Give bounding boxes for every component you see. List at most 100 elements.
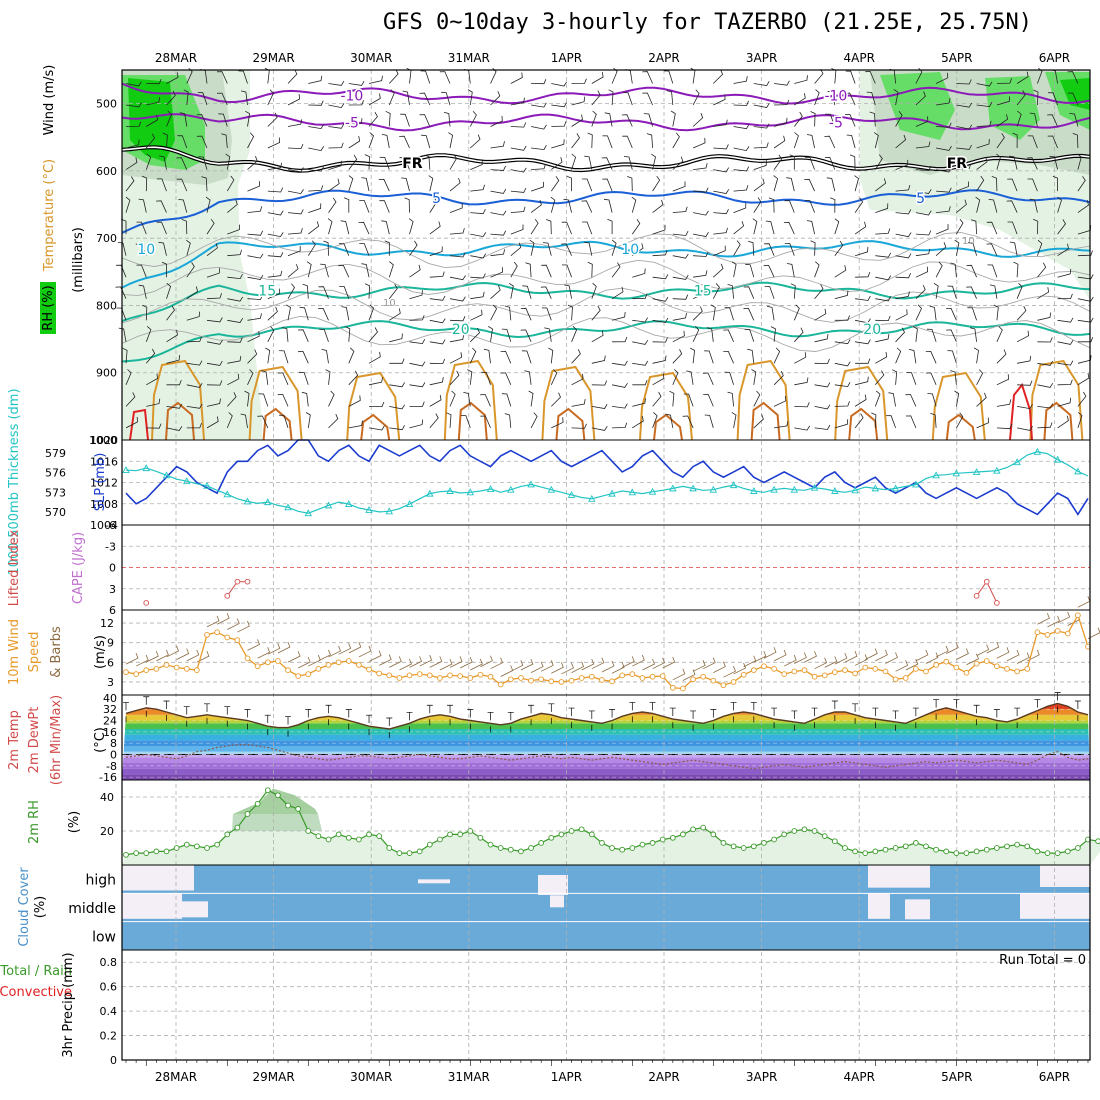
thickness-point [527,480,535,488]
w10-point [609,678,615,685]
wind-barb [121,218,127,235]
w10-point [973,660,980,667]
rh2m-point [447,831,453,838]
wind-barb [591,305,601,321]
wind-barb [277,372,289,385]
temp-minmax-bar [183,706,190,727]
wind-barb [1016,330,1030,343]
wind-barb [956,102,973,108]
wind-barb [1077,274,1094,280]
cloud-low-label: low [92,929,116,945]
rh2m-point [700,824,707,831]
w10-point [386,672,393,679]
wind-barb [956,412,964,429]
wind-barb [669,390,675,407]
wind-barb [925,372,937,385]
wind-barb [855,358,871,364]
w10-barb [389,656,402,668]
rh2m-point [862,850,869,856]
rh2m-point [386,845,393,851]
date-label-bottom: 31MAR [448,1070,490,1084]
rh2m-point [285,802,291,809]
rh2m-point [710,831,717,838]
wind-barb [1057,243,1069,257]
wind-barb [561,264,572,278]
wind-barb [632,379,648,386]
wind-barb [713,167,730,173]
wind-barb [206,293,222,300]
cloud-gap [868,865,930,888]
wind-barb [247,294,263,300]
w10-point [406,672,413,679]
wind-barb [915,210,932,216]
wind-barb [748,240,755,256]
thickness-tick: 573 [45,486,66,499]
w10-point [123,669,129,675]
cloud-gap [868,893,890,919]
wind-barb [409,382,426,388]
temp-minmax-bar [406,711,413,733]
wind-barb [389,382,405,388]
w10-point [264,659,271,666]
wind-barb [814,261,820,278]
isotherm-30 [1043,401,1074,441]
wind-barb [308,185,324,192]
w10-point [416,671,423,677]
isotherm-label: FR [947,156,968,172]
rh2m-point [588,831,595,838]
wind-barb [481,371,491,385]
wind-barb [379,156,390,170]
wind-axis-label: Wind (m/s) [42,65,57,136]
isotherm-label: 20 [452,322,470,338]
wind-barb [713,119,728,127]
wind-barb [846,134,856,149]
wind-barb [627,176,633,192]
thickness-point [871,484,880,492]
w10-point [619,672,626,679]
wind-barb [1077,176,1086,192]
wind-barb [973,347,979,364]
wind-barb [227,199,238,213]
wind-barb [947,285,957,299]
wind-barb [381,220,390,235]
w10-barb [1037,613,1050,625]
wind-barb [865,71,876,84]
wind-barb [703,393,714,407]
wind-barb [591,380,608,386]
wind-barb [186,286,198,300]
rh-legend-swatch [40,282,56,334]
wind-barb [1057,268,1072,278]
wind-barb [551,157,563,170]
wind-barb [206,242,218,257]
rh2m-point [811,828,818,834]
rh2m-point [882,846,889,853]
wind-barb [125,369,132,385]
wind-barb [166,329,178,343]
wind-barb [651,153,656,170]
wind-barb [328,390,335,407]
w10-point [1064,630,1071,637]
wind-barb [449,352,463,364]
wind-barb [328,178,340,192]
w10-point [983,658,990,664]
temp-minmax-bar [224,706,231,727]
wind-barb [287,228,303,235]
wind-barb [145,153,152,170]
wind-barb [652,224,666,235]
rh-axis-label: RH (%) [41,285,56,330]
wind-barb [449,177,461,192]
li-tick: -3 [105,540,116,553]
w10-barb [824,656,838,668]
wind-barb [226,175,235,192]
w10-point [740,671,747,678]
wind-barb [950,370,957,385]
thickness-tick: 579 [45,447,66,460]
precip-tick: 0.6 [100,981,118,994]
wind-barb [1077,317,1094,323]
wind-barb [328,123,345,129]
temp-minmax-bar [609,709,616,730]
wind-barb [966,286,977,299]
wind-barb [996,374,1010,386]
wind-barb [672,369,679,385]
wind-barb [855,376,869,386]
